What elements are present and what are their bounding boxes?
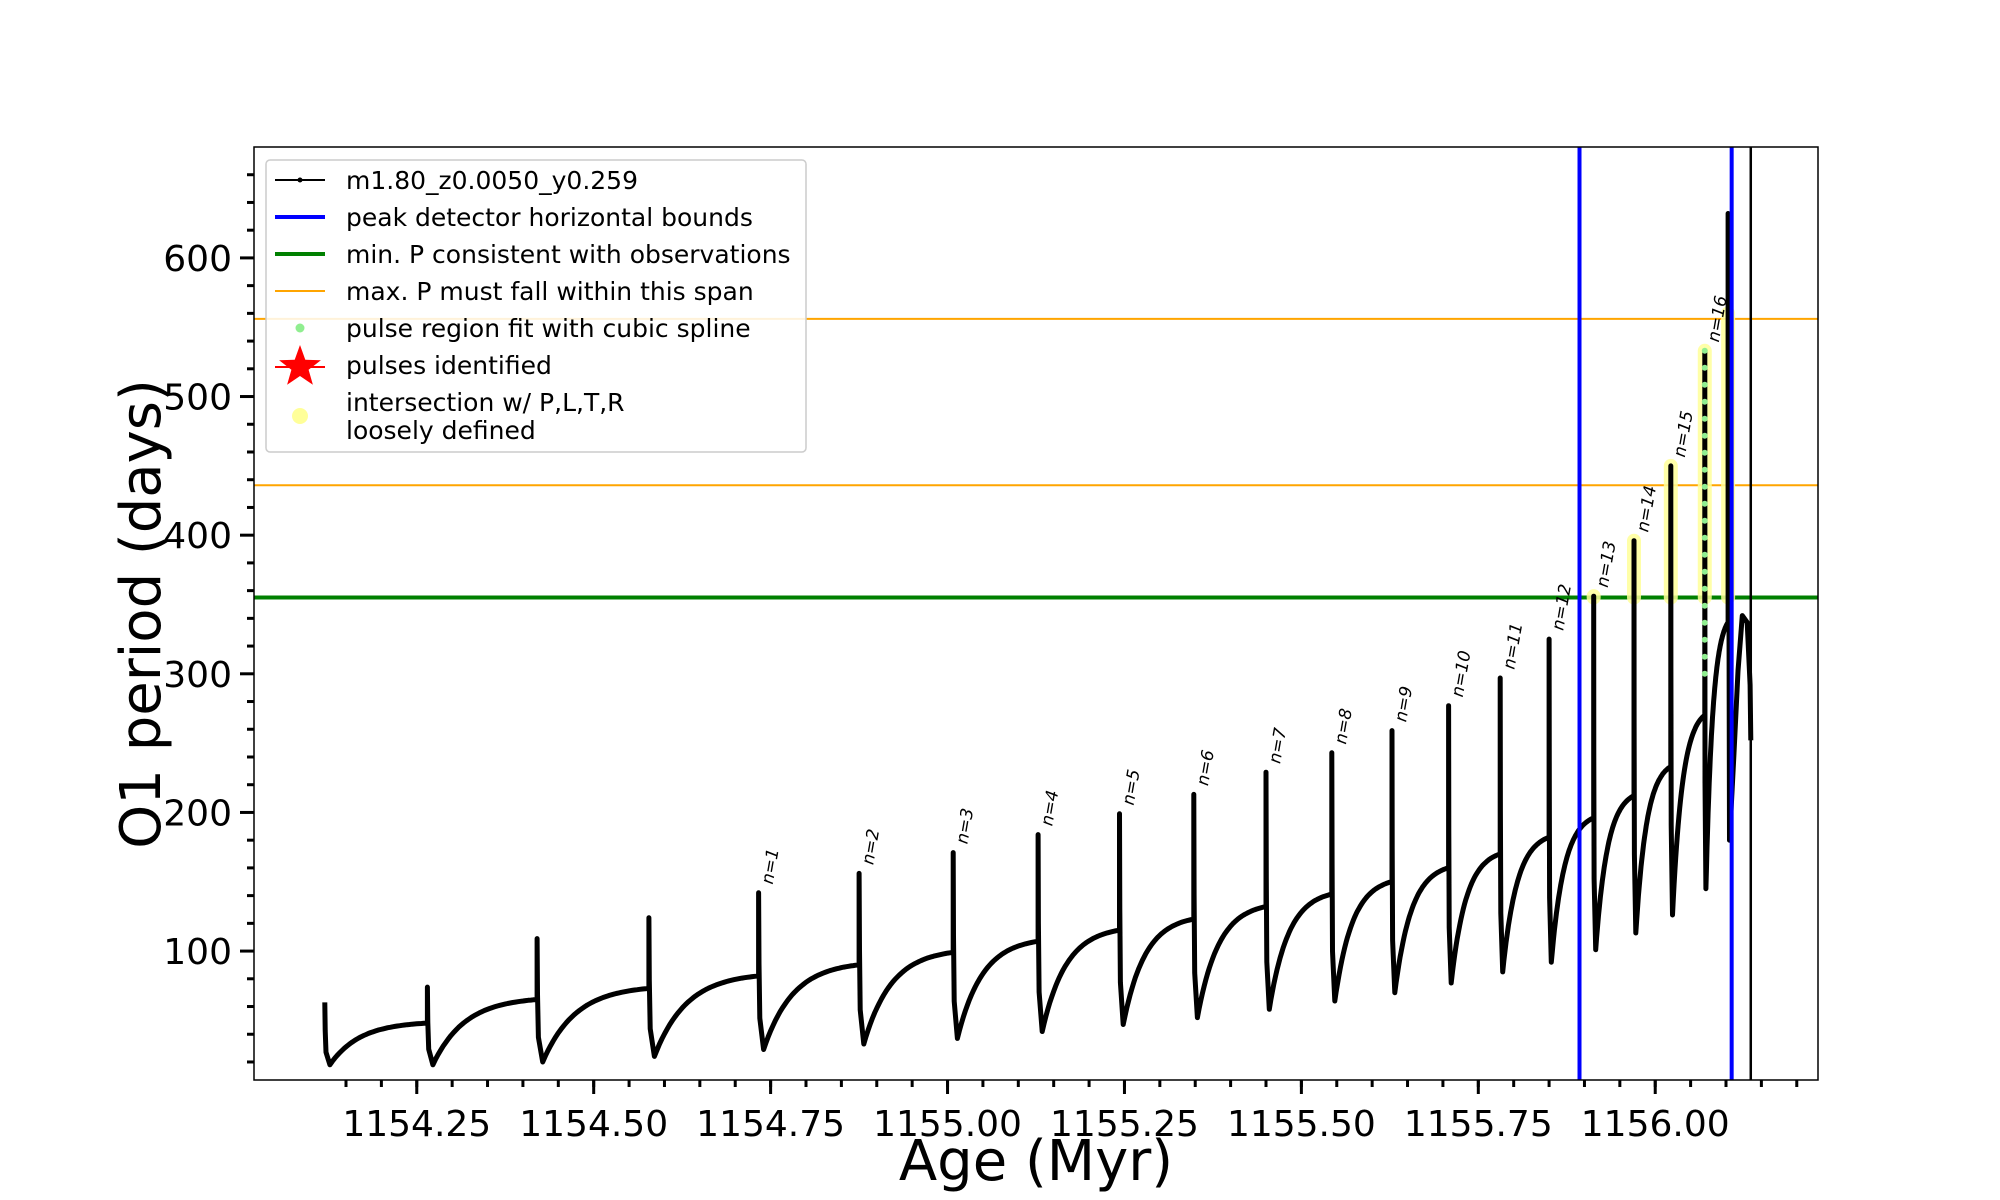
spline-dot <box>1701 670 1708 677</box>
spline-dot <box>1701 483 1708 490</box>
spline-dot <box>1701 619 1708 626</box>
legend-label: pulse region fit with cubic spline <box>346 314 751 343</box>
x-axis-title: Age (Myr) <box>899 1129 1173 1194</box>
spline-dot <box>1701 636 1708 643</box>
spline-dot <box>1701 551 1708 558</box>
spline-dot <box>1701 415 1708 422</box>
legend-marker <box>295 323 305 333</box>
axes: 1154.25 1154.50 1154.75 1155.00 1155.25 1155.… <box>163 173 1799 1145</box>
x-tick-label: 1156.00 <box>1581 1104 1730 1145</box>
spline-dot <box>1701 381 1708 388</box>
legend-label: max. P must fall within this span <box>346 277 754 306</box>
spline-dot <box>1701 568 1708 575</box>
legend-marker <box>292 408 308 424</box>
spline-dot <box>1701 398 1708 405</box>
spline-dot <box>1701 517 1708 524</box>
y-tick-label: 400 <box>163 516 232 557</box>
x-tick-label: 1155.25 <box>1050 1104 1199 1145</box>
x-tick-label: 1154.50 <box>519 1104 668 1145</box>
period-track <box>322 211 1754 1068</box>
spline-dot <box>1701 449 1708 456</box>
spline-dot <box>1701 653 1708 660</box>
y-tick-label: 500 <box>163 378 232 419</box>
x-tick-label: 1155.75 <box>1404 1104 1553 1145</box>
y-tick-label: 300 <box>163 655 232 696</box>
y-tick-label: 200 <box>163 793 232 834</box>
legend-label: min. P consistent with observations <box>346 240 791 269</box>
spline-dot <box>1701 500 1708 507</box>
spline-dot <box>1701 602 1708 609</box>
y-tick-label: 100 <box>163 932 232 973</box>
legend-label: intersection w/ P,L,T,R loosely defined <box>346 388 625 445</box>
spline-dot <box>1701 585 1708 592</box>
x-tick-label: 1154.75 <box>696 1104 845 1145</box>
x-tick-label: 1154.25 <box>342 1104 491 1145</box>
x-tick-label: 1155.00 <box>873 1104 1022 1145</box>
legend-marker <box>279 345 321 385</box>
legend-box <box>265 159 807 453</box>
legend-label: pulses identified <box>346 351 552 380</box>
y-tick-label: 600 <box>163 239 232 280</box>
x-tick-label: 1155.50 <box>1227 1104 1376 1145</box>
spline-dot <box>1701 432 1708 439</box>
spline-dot <box>1701 364 1708 371</box>
legend-marker-dot <box>297 177 303 183</box>
legend-label: peak detector horizontal bounds <box>346 203 753 232</box>
spline-dot <box>1701 534 1708 541</box>
plot-frame <box>253 146 1819 1081</box>
spline-dot <box>1701 466 1708 473</box>
legend-label: m1.80_z0.0050_y0.259 <box>346 166 638 195</box>
y-axis-title: O1 period (days) <box>109 379 174 849</box>
spline-dot <box>1701 347 1708 354</box>
